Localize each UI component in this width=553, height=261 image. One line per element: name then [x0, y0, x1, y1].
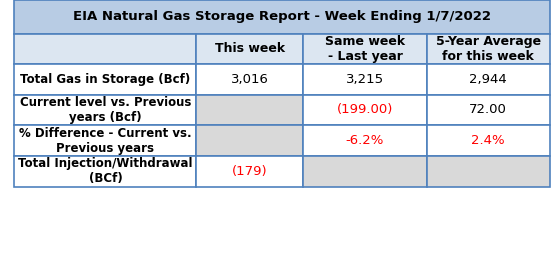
FancyBboxPatch shape	[426, 34, 550, 64]
FancyBboxPatch shape	[196, 125, 304, 156]
Text: -6.2%: -6.2%	[346, 134, 384, 147]
FancyBboxPatch shape	[14, 125, 196, 156]
FancyBboxPatch shape	[196, 156, 304, 187]
FancyBboxPatch shape	[196, 64, 304, 95]
FancyBboxPatch shape	[304, 95, 426, 125]
Text: 3,016: 3,016	[231, 73, 269, 86]
Text: 5-Year Average
for this week: 5-Year Average for this week	[436, 35, 541, 63]
FancyBboxPatch shape	[426, 95, 550, 125]
FancyBboxPatch shape	[14, 34, 196, 64]
FancyBboxPatch shape	[304, 156, 426, 187]
Text: Total Gas in Storage (Bcf): Total Gas in Storage (Bcf)	[20, 73, 191, 86]
Text: (179): (179)	[232, 165, 268, 178]
FancyBboxPatch shape	[304, 125, 426, 156]
Text: (199.00): (199.00)	[337, 103, 393, 116]
FancyBboxPatch shape	[196, 95, 304, 125]
Text: % Difference - Current vs.
Previous years: % Difference - Current vs. Previous year…	[19, 127, 192, 155]
Text: This week: This week	[215, 43, 285, 55]
FancyBboxPatch shape	[14, 95, 196, 125]
Text: 2,944: 2,944	[469, 73, 507, 86]
FancyBboxPatch shape	[14, 156, 196, 187]
Text: 2.4%: 2.4%	[471, 134, 505, 147]
Text: 72.00: 72.00	[469, 103, 507, 116]
FancyBboxPatch shape	[426, 64, 550, 95]
FancyBboxPatch shape	[426, 125, 550, 156]
FancyBboxPatch shape	[304, 64, 426, 95]
Text: Same week
- Last year: Same week - Last year	[325, 35, 405, 63]
Text: Total Injection/Withdrawal
(BCf): Total Injection/Withdrawal (BCf)	[18, 157, 192, 185]
FancyBboxPatch shape	[426, 156, 550, 187]
Text: EIA Natural Gas Storage Report - Week Ending 1/7/2022: EIA Natural Gas Storage Report - Week En…	[73, 10, 491, 23]
FancyBboxPatch shape	[14, 0, 550, 34]
Text: 3,215: 3,215	[346, 73, 384, 86]
FancyBboxPatch shape	[196, 34, 304, 64]
FancyBboxPatch shape	[304, 34, 426, 64]
Text: Current level vs. Previous
years (Bcf): Current level vs. Previous years (Bcf)	[20, 96, 191, 124]
FancyBboxPatch shape	[14, 64, 196, 95]
